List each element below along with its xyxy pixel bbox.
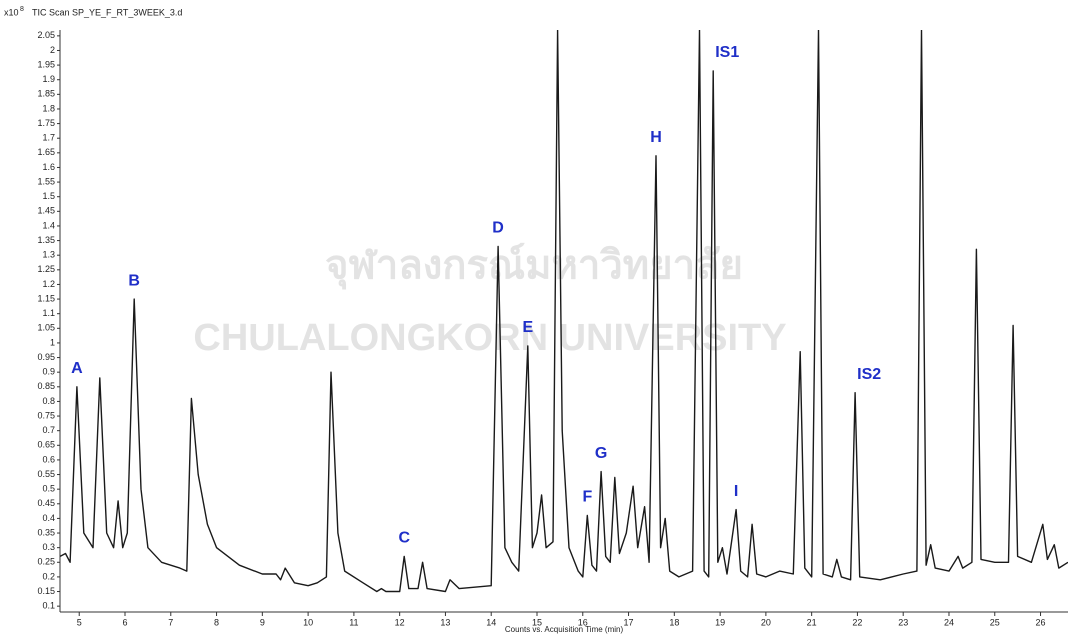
y-tick-label: 0.75 bbox=[37, 410, 55, 420]
peak-label: IS2 bbox=[857, 366, 881, 383]
y-tick-label: 0.25 bbox=[37, 557, 55, 567]
y-tick-label: 1.2 bbox=[42, 279, 55, 289]
x-tick-label: 26 bbox=[1036, 617, 1046, 627]
x-tick-label: 15 bbox=[532, 617, 542, 627]
x-tick-label: 13 bbox=[440, 617, 450, 627]
x-tick-label: 17 bbox=[624, 617, 634, 627]
x-tick-label: 10 bbox=[303, 617, 313, 627]
x-tick-label: 7 bbox=[168, 617, 173, 627]
y-tick-label: 1.45 bbox=[37, 206, 55, 216]
x-tick-label: 12 bbox=[395, 617, 405, 627]
y-tick-label: 1.7 bbox=[42, 133, 55, 143]
y-tick-label: 1.05 bbox=[37, 323, 55, 333]
y-tick-label: 1.5 bbox=[42, 191, 55, 201]
y-tick-label: 1.65 bbox=[37, 147, 55, 157]
y-tick-label: 0.4 bbox=[42, 513, 55, 523]
y-tick-label: 0.8 bbox=[42, 396, 55, 406]
x-tick-label: 25 bbox=[990, 617, 1000, 627]
y-tick-label: 0.3 bbox=[42, 542, 55, 552]
peak-label: C bbox=[398, 530, 410, 547]
y-tick-label: 0.55 bbox=[37, 469, 55, 479]
watermark-english: CHULALONGKORN UNIVERSITY bbox=[193, 317, 786, 359]
y-tick-label: 0.95 bbox=[37, 352, 55, 362]
x-tick-label: 8 bbox=[214, 617, 219, 627]
x-tick-label: 20 bbox=[761, 617, 771, 627]
y-tick-label: 1.1 bbox=[42, 308, 55, 318]
x-tick-label: 14 bbox=[486, 617, 496, 627]
x-tick-label: 16 bbox=[578, 617, 588, 627]
peak-label: B bbox=[128, 272, 140, 289]
x-tick-label: 22 bbox=[852, 617, 862, 627]
header: TIC Scan SP_YE_F_RT_3WEEK_3.d bbox=[32, 7, 182, 17]
y-tick-label: 1.3 bbox=[42, 250, 55, 260]
peak-label: I bbox=[734, 483, 738, 500]
y-tick-label: 0.15 bbox=[37, 586, 55, 596]
x-tick-label: 21 bbox=[807, 617, 817, 627]
y-exponent: 8 bbox=[20, 6, 24, 13]
x-tick-label: 5 bbox=[77, 617, 82, 627]
y-tick-label: 1.4 bbox=[42, 220, 55, 230]
y-tick-label: 1.25 bbox=[37, 264, 55, 274]
y-tick-label: 0.7 bbox=[42, 425, 55, 435]
x-axis-label: Counts vs. Acquisition Time (min) bbox=[505, 625, 624, 634]
y-tick-label: 1.15 bbox=[37, 293, 55, 303]
peak-label: G bbox=[595, 445, 607, 462]
x-tick-label: 6 bbox=[122, 617, 127, 627]
y-tick-label: 1.6 bbox=[42, 162, 55, 172]
y-tick-label: 0.2 bbox=[42, 571, 55, 581]
x-tick-label: 11 bbox=[349, 617, 358, 627]
y-tick-label: 0.5 bbox=[42, 484, 55, 494]
y-tick-label: 1.85 bbox=[37, 89, 55, 99]
x-tick-label: 18 bbox=[669, 617, 679, 627]
y-tick-label: 0.1 bbox=[42, 601, 55, 611]
y-tick-label: 1.8 bbox=[42, 103, 55, 113]
watermark-thai: จุฬาลงกรณ์มหาวิทยาลัย bbox=[325, 243, 743, 291]
y-tick-label: 0.9 bbox=[42, 367, 55, 377]
y-multiplier: x10 bbox=[4, 7, 19, 17]
peak-label: A bbox=[71, 360, 83, 377]
peak-label: IS1 bbox=[715, 44, 739, 61]
x-tick-label: 23 bbox=[898, 617, 908, 627]
peak-label: H bbox=[650, 129, 662, 146]
y-tick-label: 1.75 bbox=[37, 118, 55, 128]
x-tick-label: 19 bbox=[715, 617, 725, 627]
y-tick-label: 2 bbox=[50, 45, 55, 55]
y-tick-label: 0.6 bbox=[42, 454, 55, 464]
y-tick-label: 1.55 bbox=[37, 176, 55, 186]
y-tick-label: 0.35 bbox=[37, 527, 55, 537]
peak-label: E bbox=[523, 319, 534, 336]
y-tick-label: 0.65 bbox=[37, 440, 55, 450]
y-tick-label: 1 bbox=[50, 337, 55, 347]
y-tick-label: 2.05 bbox=[37, 30, 55, 40]
y-tick-label: 1.9 bbox=[42, 74, 55, 84]
peak-label: D bbox=[492, 220, 504, 237]
y-tick-label: 1.95 bbox=[37, 59, 55, 69]
x-tick-label: 24 bbox=[944, 617, 954, 627]
peak-label: F bbox=[582, 489, 592, 506]
y-tick-label: 0.85 bbox=[37, 381, 55, 391]
trace bbox=[60, 30, 1068, 593]
x-tick-label: 9 bbox=[260, 617, 265, 627]
y-tick-label: 1.35 bbox=[37, 235, 55, 245]
y-tick-label: 0.45 bbox=[37, 498, 55, 508]
